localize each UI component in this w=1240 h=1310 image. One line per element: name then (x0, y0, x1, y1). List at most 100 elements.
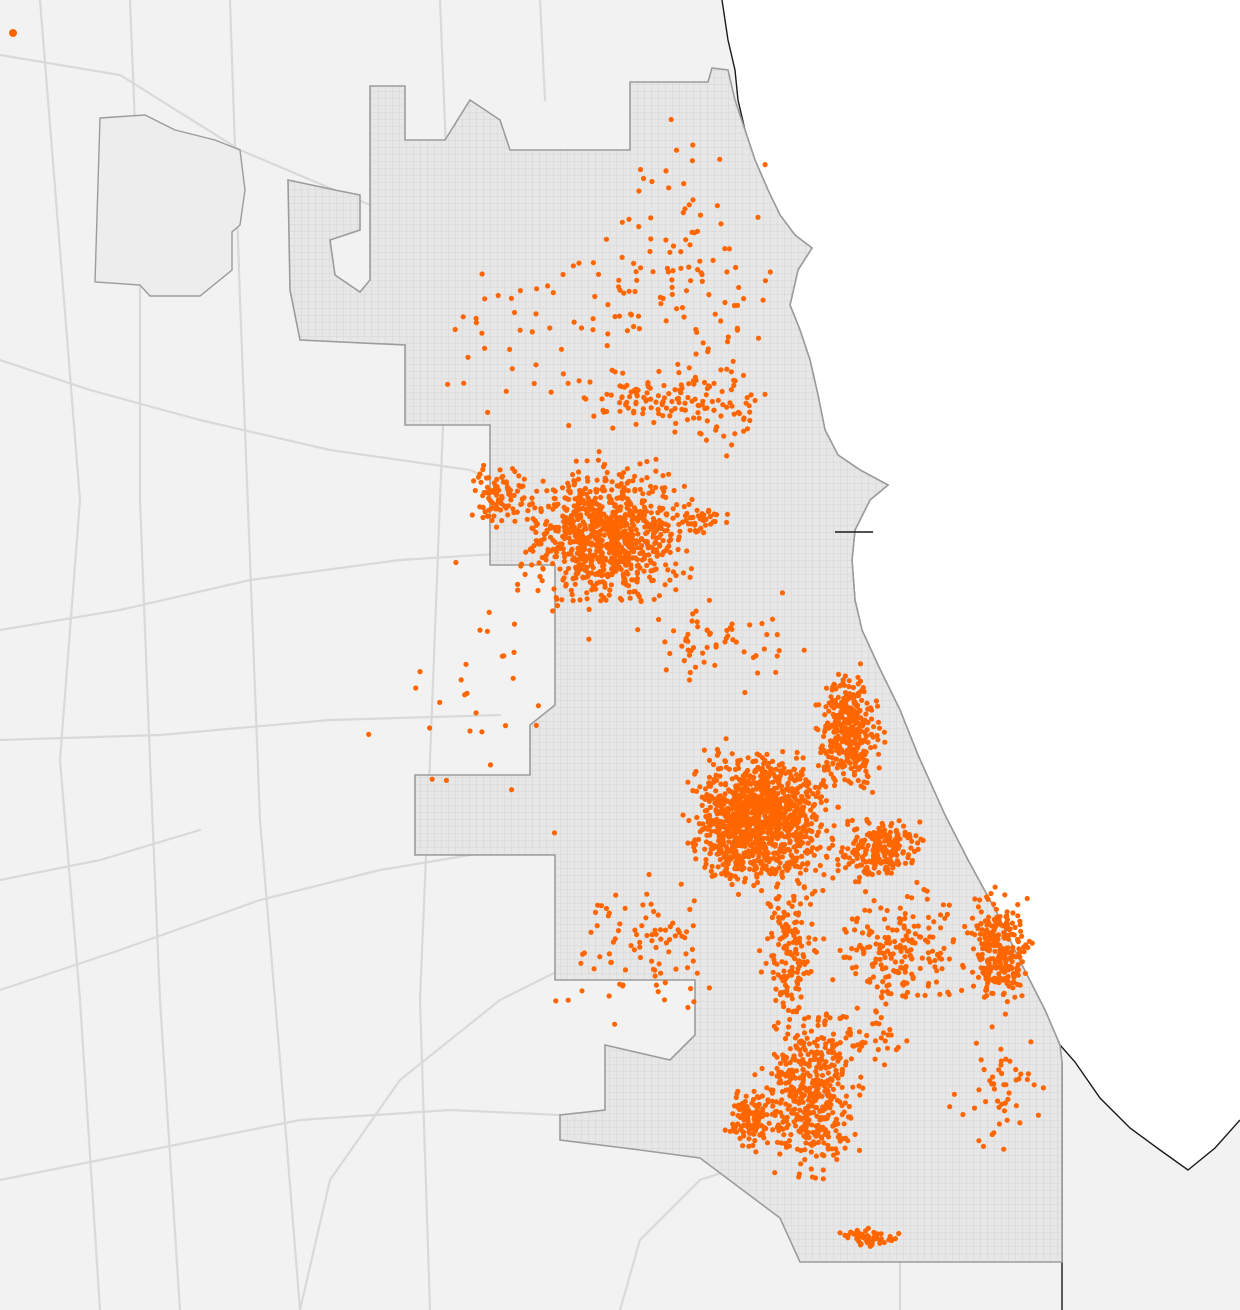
data-point (801, 1016, 808, 1022)
data-point (979, 951, 985, 958)
data-point (782, 863, 788, 869)
data-point (1004, 999, 1011, 1005)
data-point (701, 659, 707, 665)
data-point (867, 928, 873, 934)
data-point (681, 504, 687, 510)
data-point (682, 400, 688, 406)
data-point (724, 453, 730, 459)
data-point (547, 325, 553, 331)
data-point (723, 826, 730, 832)
data-point (849, 965, 856, 971)
data-point (931, 919, 937, 925)
data-point (909, 895, 915, 901)
data-point (837, 712, 843, 718)
data-point (820, 1176, 826, 1182)
data-point (876, 869, 882, 876)
data-point (797, 901, 804, 907)
data-point (559, 597, 565, 603)
data-point (634, 579, 640, 585)
data-point (584, 458, 590, 464)
data-point (762, 855, 768, 861)
data-point (970, 946, 977, 952)
data-point (582, 535, 589, 542)
data-point (503, 388, 509, 394)
data-point (735, 765, 742, 771)
data-point (805, 860, 811, 866)
data-point (746, 1143, 752, 1149)
data-point (792, 956, 798, 962)
data-point (497, 467, 503, 473)
data-point (711, 407, 717, 413)
data-point (552, 539, 558, 546)
data-point (707, 851, 713, 857)
data-point (511, 309, 518, 316)
data-point (699, 278, 705, 284)
data-point (744, 395, 750, 401)
data-point (993, 906, 1000, 912)
data-point (758, 870, 764, 876)
data-point (628, 311, 634, 317)
data-point (632, 555, 639, 561)
data-point (769, 953, 775, 959)
data-point (841, 720, 847, 726)
data-point (612, 510, 618, 516)
data-point (707, 804, 714, 811)
data-point (814, 1113, 820, 1119)
data-point (691, 415, 697, 421)
data-point (525, 508, 531, 514)
data-point (877, 1240, 883, 1246)
data-point (774, 653, 780, 659)
data-point (699, 794, 705, 800)
data-point (975, 974, 982, 980)
data-point (656, 411, 662, 417)
data-point (809, 921, 815, 927)
data-point (842, 1145, 848, 1151)
data-point (690, 923, 696, 929)
data-point (1001, 1108, 1008, 1114)
data-point (786, 940, 792, 947)
data-point (598, 549, 604, 555)
data-point (843, 1093, 850, 1099)
data-point (473, 315, 479, 321)
data-point (777, 860, 783, 866)
data-point (639, 498, 646, 504)
data-point (861, 868, 867, 875)
data-point (902, 966, 908, 972)
data-point (616, 495, 622, 501)
data-point (1011, 979, 1017, 985)
data-point (531, 380, 537, 387)
data-point (870, 1237, 876, 1243)
data-point (823, 798, 830, 804)
data-point (756, 752, 762, 758)
data-point (511, 621, 518, 627)
data-point (857, 678, 864, 684)
data-point (1028, 1039, 1034, 1045)
data-point (725, 861, 731, 867)
data-point (960, 962, 966, 968)
data-point (1002, 1011, 1009, 1017)
data-point (731, 1103, 738, 1109)
data-point (973, 1040, 980, 1046)
data-point (801, 647, 807, 653)
data-point (764, 835, 771, 841)
data-point (697, 258, 703, 264)
data-point (1017, 954, 1023, 960)
data-point (991, 932, 997, 938)
data-point (694, 507, 700, 513)
data-point (706, 597, 713, 603)
data-point (676, 370, 682, 376)
data-point (598, 494, 604, 500)
data-point (759, 888, 765, 894)
data-point (628, 943, 634, 949)
data-point (880, 1030, 887, 1036)
data-point (817, 844, 823, 850)
data-point (861, 951, 867, 957)
data-point (591, 507, 598, 513)
data-point (733, 784, 739, 791)
data-point (683, 517, 689, 524)
data-point (578, 960, 584, 966)
data-point (647, 522, 653, 528)
data-point (793, 946, 799, 952)
data-point (640, 175, 647, 182)
